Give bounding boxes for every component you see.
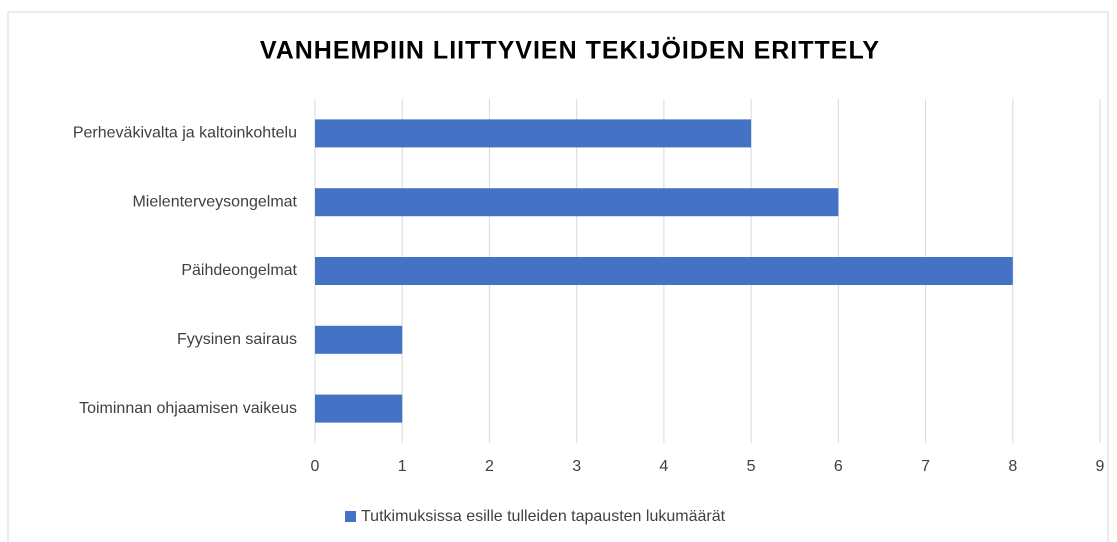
bar <box>315 188 839 217</box>
bar <box>315 325 403 354</box>
x-tick-label: 9 <box>1096 458 1105 475</box>
x-tick-label: 0 <box>311 458 320 475</box>
y-tick-label: Toiminnan ohjaamisen vaikeus <box>79 400 297 417</box>
x-tick-label: 5 <box>747 458 756 475</box>
y-tick-label: Päihdeongelmat <box>181 262 297 279</box>
x-tick-label: 6 <box>834 458 843 475</box>
x-tick-label: 2 <box>485 458 494 475</box>
y-tick-label: Fyysinen sairaus <box>177 331 297 348</box>
legend-swatch <box>345 511 356 522</box>
legend-label: Tutkimuksissa esille tulleiden tapausten… <box>361 508 726 525</box>
x-tick-label: 4 <box>659 458 668 475</box>
x-tick-label: 3 <box>572 458 581 475</box>
y-tick-label: Mielenterveysongelmat <box>132 193 297 210</box>
bar <box>315 119 752 148</box>
x-tick-label: 1 <box>398 458 407 475</box>
chart-title: VANHEMPIIN LIITTYVIEN TEKIJÖIDEN ERITTEL… <box>260 36 880 65</box>
y-tick-label: Perheväkivalta ja kaltoinkohtelu <box>73 125 297 142</box>
bar <box>315 394 403 423</box>
x-tick-label: 7 <box>921 458 930 475</box>
bar <box>315 257 1013 285</box>
x-tick-label: 8 <box>1008 458 1017 475</box>
